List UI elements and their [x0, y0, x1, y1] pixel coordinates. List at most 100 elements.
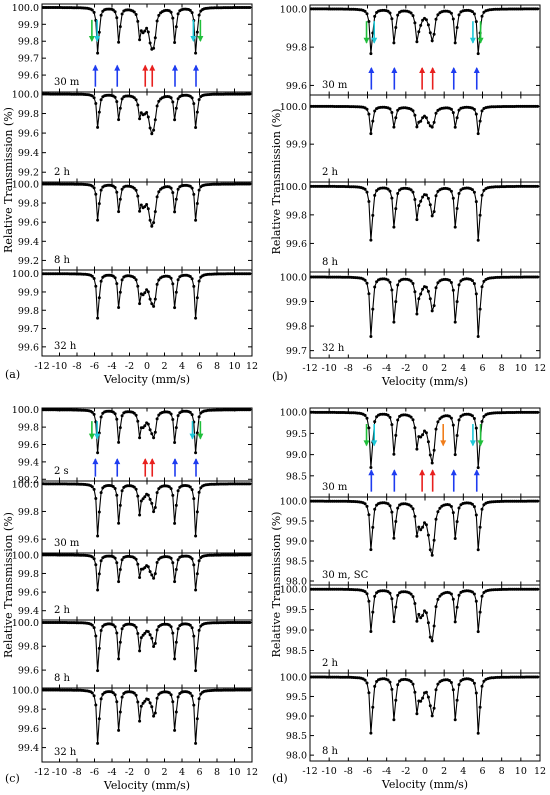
data-point: [455, 520, 459, 524]
data-point: [148, 126, 152, 130]
y-tick-label: 100.0: [280, 585, 307, 596]
subplot-30-m: 100.0 99.8 99.6 30 m: [280, 4, 541, 96]
data-point: [424, 611, 428, 615]
x-tick-label: 10: [228, 767, 240, 778]
y-tick-label: 98.5: [286, 471, 307, 482]
data-point: [419, 292, 423, 296]
data-point: [141, 497, 145, 501]
marker-arrow-head: [391, 469, 398, 476]
data-point: [457, 506, 461, 510]
data-point: [171, 191, 175, 195]
data-point: [478, 119, 482, 123]
data-point: [132, 276, 136, 280]
data-point: [449, 681, 453, 684]
data-point: [143, 699, 147, 703]
data-point: [94, 192, 98, 196]
data-point: [113, 487, 117, 490]
data-point: [470, 502, 474, 506]
data-point: [428, 453, 432, 457]
data-point: [115, 700, 119, 704]
marker-arrow-head: [114, 64, 121, 71]
data-point: [197, 98, 201, 102]
data-point: [428, 704, 432, 708]
data-point: [132, 691, 136, 695]
data-point: [138, 576, 142, 579]
data-point: [472, 107, 476, 111]
data-point: [115, 16, 119, 20]
x-tick-label: -12: [34, 767, 49, 778]
data-point: [371, 119, 375, 123]
data-point: [120, 558, 124, 562]
data-point: [409, 279, 413, 283]
data-point: [195, 431, 199, 435]
marker-arrow-head: [450, 469, 457, 476]
subplot-30-m-SC: 100.0 99.5 99.0 98.5 98.0 30 m, SC: [280, 496, 541, 588]
data-point: [421, 696, 425, 700]
data-point: [474, 112, 478, 116]
data-point: [152, 714, 156, 718]
y-axis-label: Relative Transmission (%): [270, 512, 283, 658]
data-point: [428, 635, 432, 639]
data-point: [536, 184, 540, 188]
data-point: [167, 691, 171, 695]
x-axis-label: Velocity (mm/s): [381, 778, 468, 791]
data-point: [97, 202, 101, 206]
data-point: [367, 513, 371, 517]
data-point: [173, 118, 177, 122]
data-point: [417, 204, 421, 208]
data-point: [413, 198, 417, 201]
data-point: [97, 572, 101, 576]
x-tick-label: 4: [179, 767, 185, 778]
spectrum-line: [43, 6, 250, 54]
data-point: [171, 561, 175, 565]
data-point: [117, 40, 121, 44]
data-point: [176, 278, 180, 282]
data-point: [371, 525, 375, 529]
marker-arrow-head: [94, 433, 101, 440]
marker-arrow-head: [477, 37, 484, 44]
data-point: [171, 100, 175, 104]
data-point: [132, 186, 136, 190]
data-point: [413, 113, 417, 117]
data-point: [152, 304, 156, 308]
data-point: [417, 297, 421, 301]
data-point: [176, 627, 180, 631]
data-point: [188, 485, 192, 489]
data-point: [117, 118, 121, 122]
y-tick-label: 99.6: [286, 239, 307, 250]
data-point: [396, 418, 400, 422]
data-point: [113, 412, 117, 416]
data-point: [169, 412, 173, 416]
data-point: [392, 320, 396, 324]
data-point: [476, 238, 480, 242]
data-point: [96, 125, 100, 129]
marker-arrow-head: [473, 469, 480, 476]
x-tick-label: 0: [144, 767, 150, 778]
x-tick-label: -10: [322, 363, 337, 374]
subplot-time-label: 30 m: [322, 80, 348, 91]
data-point: [134, 98, 138, 102]
data-point: [197, 188, 201, 192]
data-point: [375, 280, 379, 284]
data-point: [394, 433, 398, 437]
data-point: [480, 285, 484, 289]
data-point: [150, 705, 154, 709]
data-point: [455, 698, 459, 702]
data-point: [472, 681, 476, 685]
data-point: [169, 10, 173, 14]
marker-arrow-head: [190, 35, 197, 42]
data-point: [482, 188, 486, 192]
data-point: [424, 18, 428, 22]
y-tick-label: 99.9: [286, 297, 307, 308]
data-point: [432, 624, 436, 628]
data-point: [169, 625, 173, 629]
data-point: [138, 117, 142, 121]
subplot-30-m: 100.0 99.5 99.0 98.5 30 m: [280, 407, 541, 498]
data-point: [411, 418, 415, 422]
data-point: [134, 13, 138, 16]
y-tick-label: 100.0: [12, 479, 39, 490]
x-tick-label: -8: [72, 767, 81, 778]
y-tick-label: 98.0: [286, 751, 307, 762]
panel-letter: (c): [5, 772, 20, 785]
data-point: [411, 507, 415, 511]
